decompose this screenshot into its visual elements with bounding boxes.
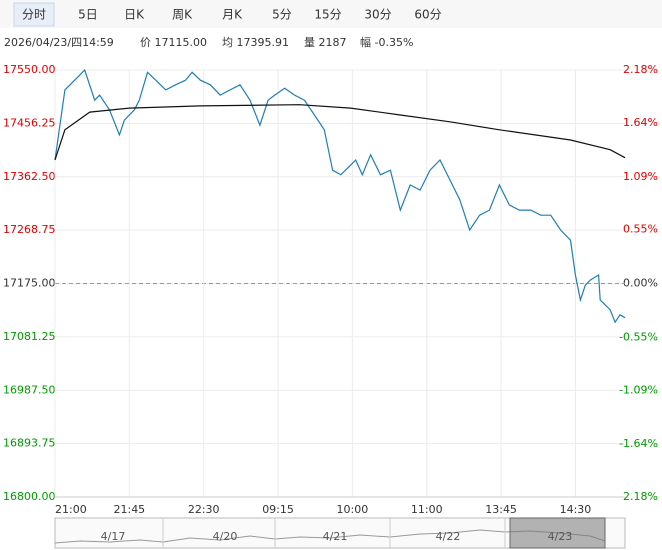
tab[interactable]: 周K	[172, 8, 193, 22]
x-tick-label: 21:45	[113, 503, 145, 516]
y2-tick-label: 1.09%	[623, 170, 658, 183]
tab-bar	[0, 0, 662, 28]
y-tick-label: 17550.00	[3, 63, 56, 76]
tab[interactable]: 15分	[314, 8, 341, 22]
navigator-label: 4/17	[101, 530, 126, 543]
y-tick-label: 17081.25	[3, 330, 56, 343]
x-tick-label: 10:00	[337, 503, 369, 516]
y2-tick-label: -1.09%	[619, 383, 658, 396]
x-tick-label: 21:00	[55, 503, 87, 516]
y-tick-label: 17456.25	[3, 116, 56, 129]
tab[interactable]: 5分	[272, 8, 292, 22]
x-tick-label: 11:00	[411, 503, 443, 516]
tab[interactable]: 60分	[414, 8, 441, 22]
info-item: 幅 -0.35%	[360, 36, 413, 49]
info-item: 2026/04/23/四14:59	[4, 36, 114, 49]
tab-selected	[13, 2, 55, 27]
tab[interactable]: 5日	[78, 8, 98, 22]
price-line	[54, 68, 626, 324]
tab[interactable]: 分时	[22, 8, 46, 22]
tab[interactable]: 日K	[124, 8, 145, 22]
x-tick-label: 09:15	[262, 503, 294, 516]
navigator-label: 4/22	[436, 530, 461, 543]
tab[interactable]: 30分	[364, 8, 391, 22]
x-tick-label: 13:45	[485, 503, 517, 516]
y-tick-label: 16893.75	[3, 437, 56, 450]
y2-tick-label: -0.55%	[619, 330, 658, 343]
y-tick-label: 16987.50	[3, 383, 56, 396]
tab[interactable]: 月K	[222, 8, 243, 22]
info-item: 价 17115.00	[140, 36, 207, 49]
info-item: 均 17395.91	[222, 36, 289, 49]
y-tick-label: 17175.00	[3, 277, 56, 290]
y2-tick-label: 0.55%	[623, 223, 658, 236]
navigator-window[interactable]	[509, 517, 606, 549]
average-line	[54, 104, 626, 161]
x-tick-label: 22:30	[188, 503, 220, 516]
y2-tick-label: 2.18%	[623, 63, 658, 76]
info-item: 量 2187	[304, 36, 347, 49]
navigator-label: 4/23	[548, 530, 573, 543]
y-tick-label: 17268.75	[3, 223, 56, 236]
navigator-label: 4/21	[323, 530, 348, 543]
y-tick-label: 16800.00	[3, 490, 56, 503]
navigator-label: 4/20	[213, 530, 238, 543]
x-tick-label: 14:30	[560, 503, 592, 516]
y2-tick-label: 0.00%	[623, 277, 658, 290]
y2-tick-label: -1.64%	[619, 437, 658, 450]
y2-tick-label: -2.18%	[619, 490, 658, 503]
y2-tick-label: 1.64%	[623, 116, 658, 129]
y-tick-label: 17362.50	[3, 170, 56, 183]
